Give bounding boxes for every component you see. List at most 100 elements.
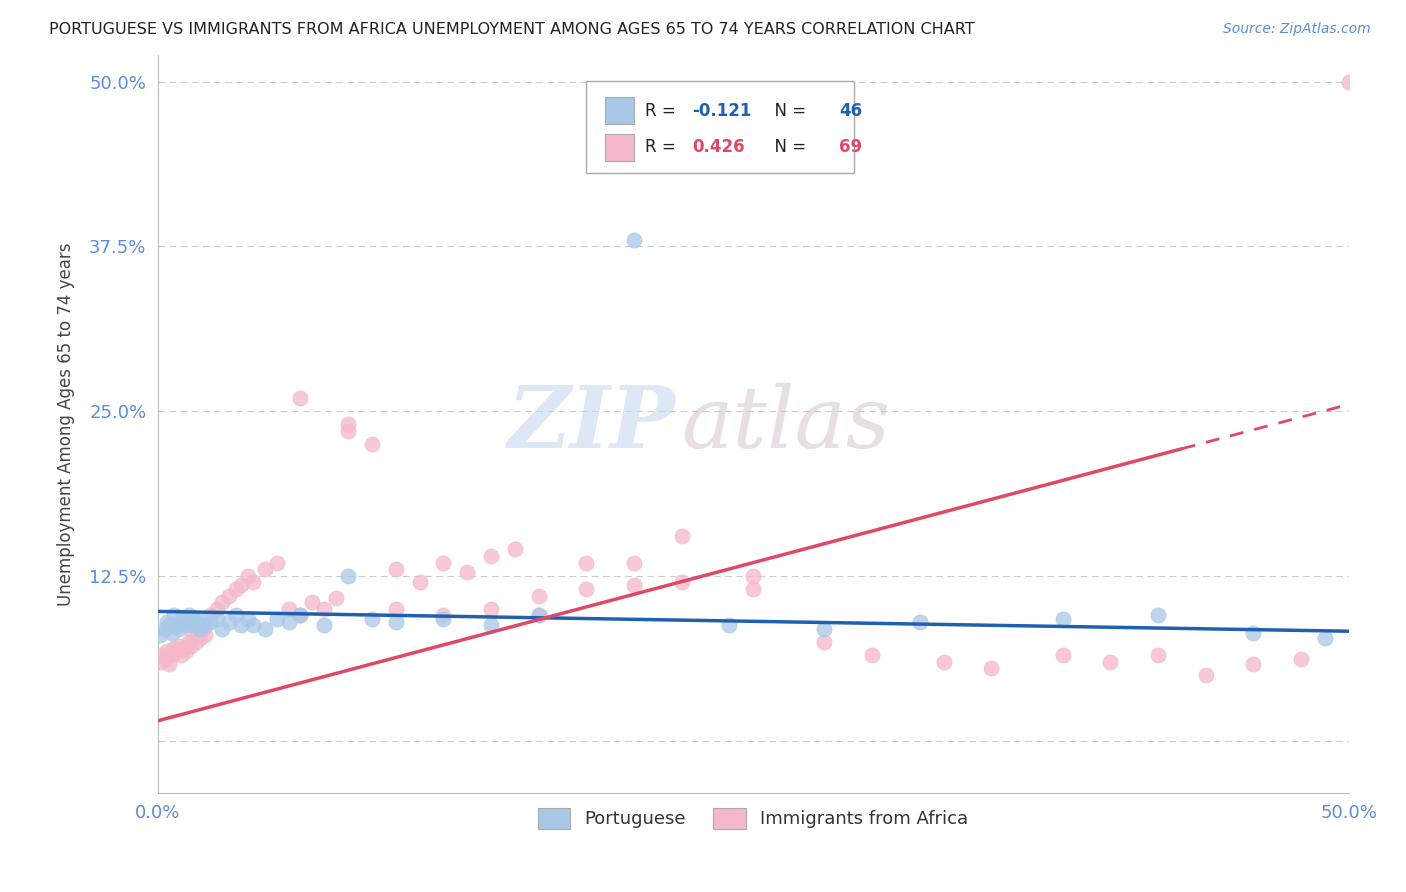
Point	[149, 655, 172, 669]
Point	[575, 556, 598, 570]
Point	[277, 615, 299, 629]
Point	[191, 612, 214, 626]
Point	[173, 641, 195, 656]
Text: 0.426: 0.426	[692, 138, 745, 156]
Point	[408, 575, 430, 590]
Point	[194, 628, 217, 642]
Text: -0.121: -0.121	[692, 102, 752, 120]
Point	[163, 608, 186, 623]
Point	[575, 582, 598, 596]
Point	[156, 644, 179, 658]
Point	[236, 569, 259, 583]
Text: ZIP: ZIP	[508, 383, 676, 466]
Text: atlas: atlas	[682, 383, 890, 466]
Point	[432, 612, 454, 626]
Point	[742, 569, 765, 583]
Point	[150, 648, 173, 662]
Point	[479, 617, 502, 632]
Point	[314, 617, 336, 632]
Point	[184, 634, 207, 648]
Point	[314, 602, 336, 616]
Point	[908, 615, 931, 629]
Point	[153, 622, 176, 636]
Point	[277, 602, 299, 616]
Point	[166, 617, 188, 632]
Point	[479, 602, 502, 616]
Point	[173, 617, 195, 632]
Text: 46: 46	[839, 102, 862, 120]
Point	[198, 608, 221, 623]
Point	[337, 569, 360, 583]
Point	[718, 617, 741, 632]
Text: R =: R =	[645, 102, 681, 120]
Point	[149, 628, 172, 642]
Point	[218, 615, 240, 629]
Point	[153, 652, 176, 666]
Point	[1052, 648, 1074, 662]
Point	[301, 595, 323, 609]
Point	[527, 589, 550, 603]
Point	[1194, 667, 1216, 681]
Point	[290, 608, 312, 623]
Point	[290, 391, 312, 405]
Point	[181, 612, 204, 626]
FancyBboxPatch shape	[586, 81, 855, 173]
Point	[623, 233, 645, 247]
Point	[166, 644, 188, 658]
FancyBboxPatch shape	[606, 97, 634, 124]
Point	[1147, 648, 1170, 662]
Point	[1052, 612, 1074, 626]
Point	[384, 562, 406, 576]
Point	[177, 608, 200, 623]
Point	[160, 625, 183, 640]
Point	[432, 608, 454, 623]
Point	[211, 622, 233, 636]
Point	[980, 661, 1002, 675]
Point	[290, 608, 312, 623]
Point	[527, 608, 550, 623]
Y-axis label: Unemployment Among Ages 65 to 74 years: Unemployment Among Ages 65 to 74 years	[58, 243, 75, 606]
Point	[194, 617, 217, 632]
Point	[1099, 655, 1122, 669]
Point	[211, 595, 233, 609]
Point	[671, 529, 693, 543]
Text: N =: N =	[763, 138, 811, 156]
Point	[623, 556, 645, 570]
Point	[190, 631, 212, 645]
Point	[187, 625, 209, 640]
Point	[266, 612, 288, 626]
Point	[742, 582, 765, 596]
Text: Source: ZipAtlas.com: Source: ZipAtlas.com	[1223, 22, 1371, 37]
Point	[205, 602, 228, 616]
Point	[229, 617, 252, 632]
Point	[184, 615, 207, 629]
Point	[527, 608, 550, 623]
Point	[163, 641, 186, 656]
Point	[432, 556, 454, 570]
Text: N =: N =	[763, 102, 811, 120]
Point	[236, 612, 259, 626]
Text: R =: R =	[645, 138, 681, 156]
Point	[932, 655, 955, 669]
Point	[177, 634, 200, 648]
Point	[174, 644, 197, 658]
Point	[623, 578, 645, 592]
Point	[1241, 625, 1264, 640]
Point	[156, 615, 179, 629]
Point	[160, 648, 183, 662]
Point	[384, 602, 406, 616]
Point	[671, 575, 693, 590]
Point	[253, 622, 276, 636]
Point	[361, 612, 384, 626]
Point	[1147, 608, 1170, 623]
Point	[167, 639, 190, 653]
Point	[813, 634, 835, 648]
Point	[361, 437, 384, 451]
Point	[225, 582, 247, 596]
Point	[167, 622, 190, 636]
Point	[190, 622, 212, 636]
Point	[456, 565, 478, 579]
Point	[503, 542, 526, 557]
Point	[174, 615, 197, 629]
Point	[860, 648, 883, 662]
